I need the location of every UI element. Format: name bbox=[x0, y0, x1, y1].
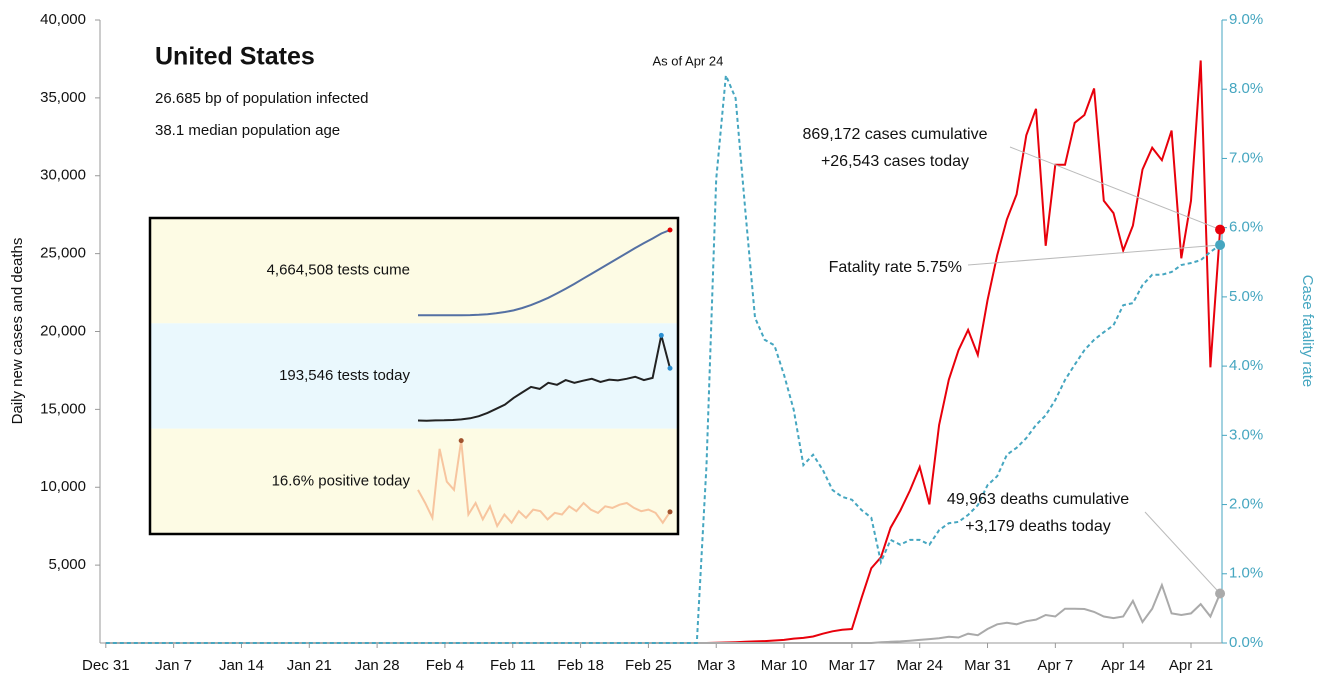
chart-title: United States bbox=[155, 43, 315, 71]
leader-line bbox=[1009, 146, 1221, 231]
inset-sparkline bbox=[418, 229, 671, 317]
y2-tick-label: 3.0% bbox=[1229, 426, 1263, 443]
annotation: Fatality rate 5.75% bbox=[829, 259, 962, 276]
inset-marker bbox=[667, 509, 673, 515]
annotation: As of Apr 24 bbox=[653, 53, 724, 68]
x-tick-label: Feb 18 bbox=[557, 657, 604, 674]
x-tick-label: Mar 31 bbox=[964, 657, 1011, 674]
y2-tick-label: 0.0% bbox=[1229, 634, 1263, 651]
inset-frame bbox=[148, 216, 680, 536]
annotation: 869,172 cases cumulative bbox=[803, 126, 988, 143]
y-tick-label: 10,000 bbox=[40, 478, 86, 495]
x-tick-label: Feb 11 bbox=[490, 657, 536, 674]
leader-line bbox=[967, 244, 1221, 266]
annotation: +3,179 deaths today bbox=[965, 518, 1110, 535]
inset-label: 4,664,508 tests cume bbox=[267, 262, 410, 279]
x-tick-label: Apr 21 bbox=[1169, 657, 1213, 674]
y2-tick-label: 4.0% bbox=[1229, 357, 1263, 374]
y2-tick-label: 2.0% bbox=[1229, 496, 1263, 513]
y2-tick-label: 1.0% bbox=[1229, 565, 1263, 582]
y-tick-label: 35,000 bbox=[40, 89, 86, 106]
y-tick-label: 5,000 bbox=[48, 556, 86, 573]
y-tick-label: 25,000 bbox=[40, 245, 86, 262]
y2-tick-label: 6.0% bbox=[1229, 219, 1263, 236]
end-marker bbox=[1215, 224, 1226, 235]
inset-panel bbox=[150, 428, 678, 534]
x-tick-label: Feb 4 bbox=[426, 657, 464, 674]
y-tick-label: 30,000 bbox=[40, 167, 86, 184]
inset-panel bbox=[150, 323, 678, 429]
y2-tick-label: 7.0% bbox=[1229, 149, 1263, 166]
subtitle: 38.1 median population age bbox=[155, 122, 340, 139]
end-marker bbox=[1215, 588, 1226, 599]
inset-panel bbox=[150, 218, 678, 324]
inset-sparkline bbox=[417, 440, 671, 529]
x-tick-label: Jan 14 bbox=[219, 657, 264, 674]
series-line bbox=[105, 582, 1222, 644]
inset-marker bbox=[458, 438, 464, 444]
inset-label: 16.6% positive today bbox=[272, 472, 411, 489]
x-tick-label: Feb 25 bbox=[625, 657, 672, 674]
y2-tick-label: 8.0% bbox=[1229, 80, 1263, 97]
inset-marker bbox=[667, 365, 673, 371]
x-tick-label: Apr 14 bbox=[1101, 657, 1145, 674]
x-tick-label: Apr 7 bbox=[1037, 657, 1073, 674]
y-tick-label: 15,000 bbox=[40, 400, 86, 417]
end-marker bbox=[1215, 239, 1226, 250]
x-tick-label: Mar 3 bbox=[697, 657, 735, 674]
x-tick-label: Jan 21 bbox=[287, 657, 332, 674]
inset-sparkline bbox=[417, 335, 671, 422]
leader-line bbox=[1144, 511, 1221, 594]
y-tick-label: 20,000 bbox=[40, 322, 86, 339]
y-tick-label: 40,000 bbox=[40, 11, 86, 28]
x-tick-label: Mar 17 bbox=[829, 657, 876, 674]
series-line bbox=[105, 75, 1221, 644]
y2-axis-label: Case fatality rate bbox=[1299, 275, 1316, 388]
subtitle: 26.685 bp of population infected bbox=[155, 90, 369, 107]
x-tick-label: Mar 24 bbox=[896, 657, 943, 674]
y2-tick-label: 5.0% bbox=[1229, 288, 1263, 305]
x-tick-label: Jan 28 bbox=[355, 657, 400, 674]
x-tick-label: Mar 10 bbox=[761, 657, 808, 674]
series-line bbox=[105, 60, 1222, 644]
annotation: 49,963 deaths cumulative bbox=[947, 491, 1129, 508]
inset-marker bbox=[667, 227, 673, 233]
inset-label: 193,546 tests today bbox=[279, 367, 410, 384]
y-axis-label: Daily new cases and deaths bbox=[9, 238, 26, 425]
y2-tick-label: 9.0% bbox=[1229, 11, 1263, 28]
annotation: +26,543 cases today bbox=[821, 153, 969, 170]
inset-marker bbox=[658, 332, 664, 338]
x-tick-label: Dec 31 bbox=[82, 657, 130, 674]
x-tick-label: Jan 7 bbox=[155, 657, 192, 674]
